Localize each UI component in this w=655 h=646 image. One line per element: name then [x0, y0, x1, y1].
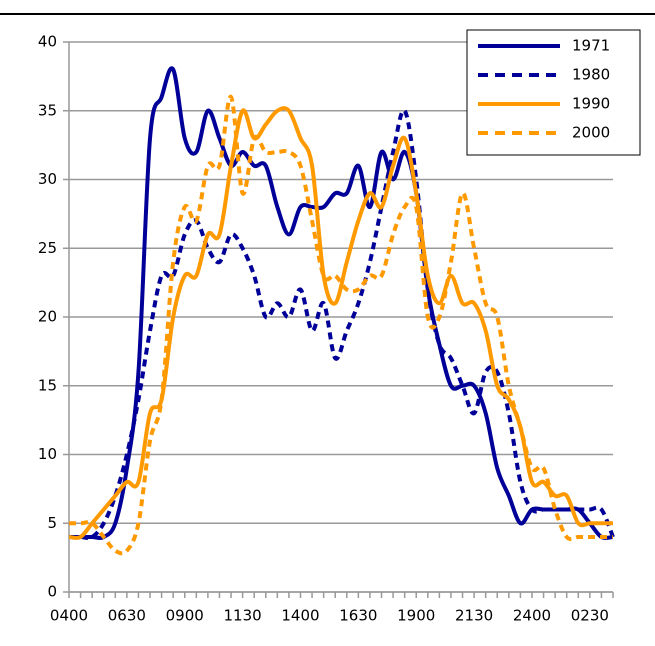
- y-tick-label: 10: [38, 445, 57, 463]
- series-line: [68, 94, 613, 556]
- x-tick-label: 0630: [108, 607, 146, 625]
- y-tick-label: 15: [38, 376, 57, 394]
- x-tick-label: 1130: [224, 607, 262, 625]
- y-tick-label: 25: [38, 239, 57, 257]
- x-tick-label: 1630: [339, 607, 377, 625]
- y-tick-label: 35: [38, 101, 57, 119]
- legend-label: 1990: [572, 95, 610, 113]
- series-line: [69, 108, 615, 541]
- x-tick-label: 0900: [166, 607, 204, 625]
- legend-label: 1980: [572, 66, 610, 84]
- y-tick-label: 0: [47, 583, 57, 601]
- x-tick-label: 2130: [455, 607, 493, 625]
- y-tick-label: 30: [38, 170, 57, 188]
- x-tick-label: 1900: [397, 607, 435, 625]
- y-tick-label: 40: [38, 33, 57, 51]
- legend-label: 2000: [572, 124, 610, 142]
- legend-box: [466, 29, 641, 156]
- series-line: [68, 106, 613, 541]
- y-tick-label: 5: [47, 514, 57, 532]
- x-tick-label: 0400: [50, 607, 88, 625]
- y-tick-label: 20: [38, 308, 57, 326]
- x-tick-label: 0230: [571, 607, 609, 625]
- x-tick-label: 1400: [281, 607, 319, 625]
- x-tick-label: 2400: [513, 607, 551, 625]
- series-line: [69, 66, 614, 541]
- legend-label: 1971: [572, 37, 610, 55]
